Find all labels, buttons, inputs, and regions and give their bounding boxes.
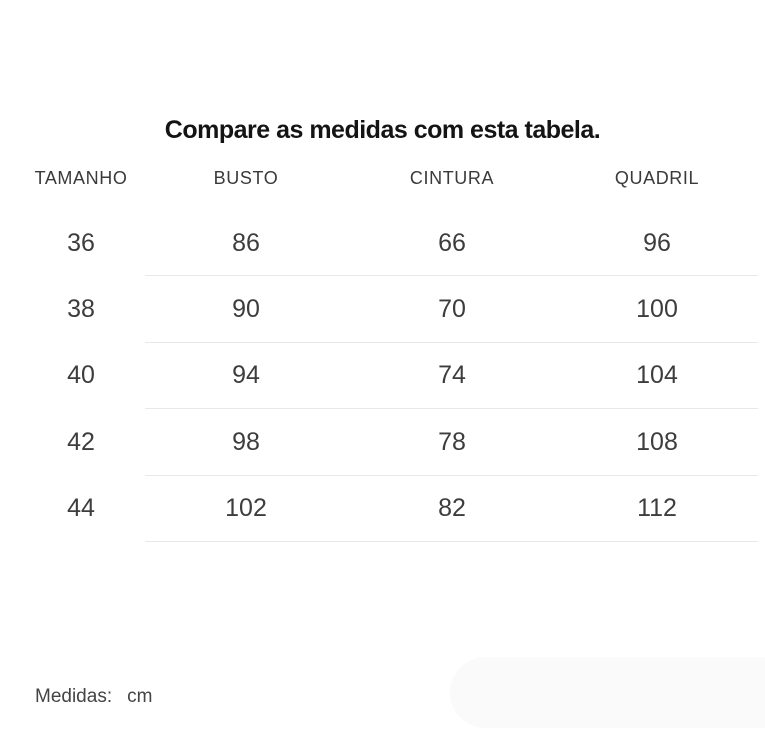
column-header-busto: BUSTO <box>213 168 279 188</box>
table-row: 44 102 82 112 <box>0 476 765 543</box>
table-cell: 82 <box>438 494 466 523</box>
table-header-row: TAMANHO BUSTO CINTURA QUADRIL <box>0 166 740 190</box>
measures-note: Medidas: cm <box>35 686 152 708</box>
corner-pill-decoration <box>450 657 765 728</box>
column-header-tamanho: TAMANHO <box>34 168 128 188</box>
table-cell: 42 <box>67 427 95 456</box>
table-cell: 100 <box>636 295 678 324</box>
table-cell: 108 <box>636 427 678 456</box>
table-cell: 36 <box>67 228 95 257</box>
table-cell: 40 <box>67 361 95 390</box>
table-cell: 74 <box>438 361 466 390</box>
table-cell: 98 <box>232 427 260 456</box>
table-cell: 102 <box>225 494 267 523</box>
measures-label: Medidas: <box>35 686 113 707</box>
table-cell: 112 <box>637 494 677 523</box>
page-title: Compare as medidas com esta tabela. <box>164 116 601 144</box>
table-row: 38 90 70 100 <box>0 276 765 344</box>
table-row: 36 86 66 96 <box>0 210 765 277</box>
column-header-quadril: QUADRIL <box>614 168 700 188</box>
table-cell: 90 <box>232 295 260 324</box>
table-row: 42 98 78 108 <box>0 409 765 476</box>
table-cell: 70 <box>438 295 466 324</box>
table-row: 40 94 74 104 <box>0 343 765 410</box>
measures-unit: cm <box>127 686 153 707</box>
column-header-cintura: CINTURA <box>409 168 495 188</box>
table-cell: 104 <box>636 361 678 390</box>
table-cell: 96 <box>643 228 671 257</box>
table-cell: 78 <box>438 427 466 456</box>
table-cell: 94 <box>232 361 260 390</box>
size-table: TAMANHO BUSTO CINTURA QUADRIL 36 86 66 96 38 90 7… <box>0 166 758 543</box>
table-cell: 86 <box>232 228 260 257</box>
table-cell: 66 <box>438 228 466 257</box>
table-body: 36 86 66 96 38 90 70 100 40 94 74 104 42 98 78 108 44 102… <box>0 210 765 543</box>
table-cell: 38 <box>67 295 95 324</box>
table-cell: 44 <box>67 494 95 523</box>
